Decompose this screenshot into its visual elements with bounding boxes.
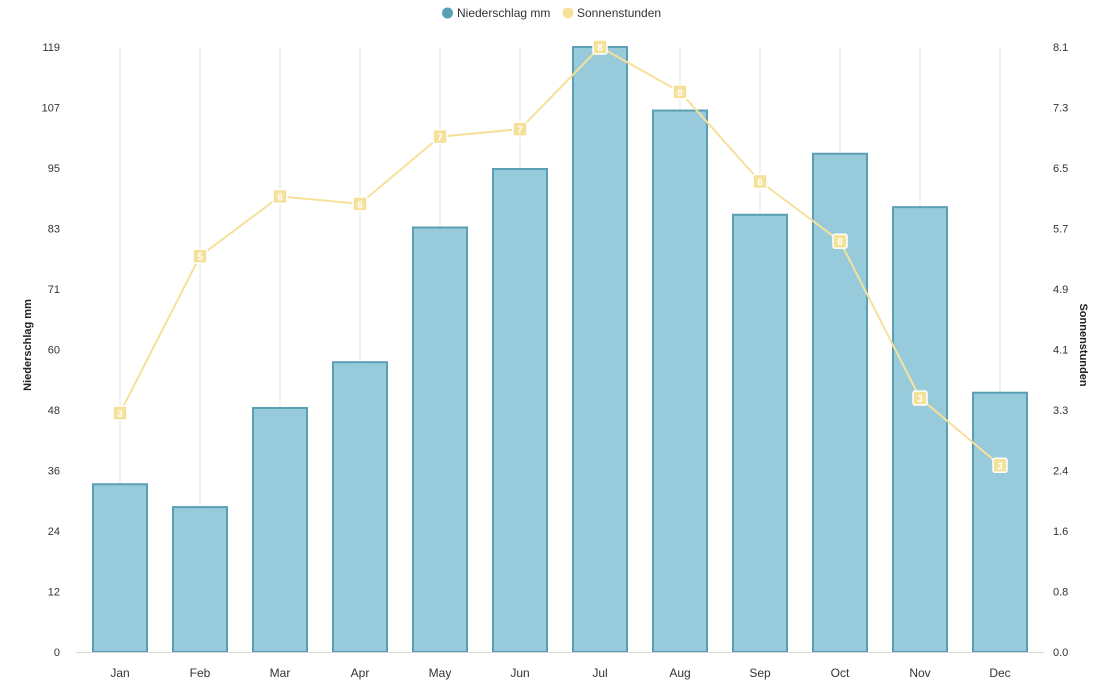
right-axis-title: Sonnenstunden [1077,303,1089,386]
right-tick-label: 5.7 [1053,224,1068,236]
point-marker[interactable] [512,121,528,137]
point-label: 7 [517,125,523,136]
right-tick-label: 2.4 [1053,466,1068,478]
point-marker[interactable] [672,84,688,100]
bar-oct[interactable] [812,152,868,653]
left-tick-label: 36 [48,466,60,478]
x-tick-label: Feb [190,666,211,680]
right-tick-label: 0.0 [1053,647,1068,659]
sonnenstunden-point[interactable]: 5 [192,248,208,264]
bar-feb[interactable] [172,506,228,653]
left-tick-label: 24 [48,526,60,538]
point-marker[interactable] [272,188,288,205]
x-tick-label: Mar [270,666,291,680]
sonnenstunden-point[interactable]: 6 [752,173,768,190]
point-marker[interactable] [592,39,608,55]
left-tick-label: 107 [42,103,60,115]
bar-sep[interactable] [732,213,788,653]
sonnenstunden-point[interactable]: 3 [992,457,1008,474]
sonnenstunden-point[interactable]: 6 [352,196,368,212]
right-tick-label: 1.6 [1053,526,1068,538]
left-tick-label: 12 [48,587,60,599]
bar-dec[interactable] [972,391,1028,653]
point-label: 8 [677,88,683,99]
x-tick-label: Jan [110,666,129,680]
point-marker[interactable] [352,196,368,212]
right-tick-label: 8.1 [1053,42,1068,54]
x-tick-label: Dec [989,666,1010,680]
legend-label-sonnenstunden[interactable]: Sonnenstunden [577,6,661,20]
point-marker[interactable] [192,248,208,264]
legend-swatch-niederschlag[interactable] [442,7,453,19]
point-marker[interactable] [432,128,448,145]
left-tick-label: 0 [54,647,60,659]
point-label: 3 [917,394,923,405]
left-tick-label: 83 [48,224,60,236]
point-marker[interactable] [912,390,928,406]
point-label: 8 [597,43,603,54]
x-tick-label: Aug [669,666,690,680]
left-tick-label: 60 [48,345,60,357]
point-label: 6 [757,177,763,188]
sonnenstunden-point[interactable]: 8 [592,39,608,55]
left-tick-label: 95 [48,163,60,175]
right-tick-label: 7.3 [1053,103,1068,115]
bar-apr[interactable] [332,361,388,653]
line-series: 3 5 6 6 7 7 8 8 6 6 3 3 [112,39,1008,474]
bar-jul[interactable] [572,46,628,653]
sonnenstunden-point[interactable]: 7 [432,128,448,145]
x-tick-label: Apr [351,666,370,680]
x-tick-label: Nov [909,666,930,680]
x-axis-ticks: Jan Feb Mar Apr May Jun Jul Aug Sep Oct Nov Dec [110,666,1010,680]
left-tick-label: 48 [48,405,60,417]
bar-jan[interactable] [92,483,148,653]
x-tick-label: Sep [749,666,771,680]
left-tick-label: 71 [48,284,60,296]
left-axis-title: Niederschlag mm [22,299,34,391]
point-label: 6 [837,237,843,248]
point-marker[interactable] [992,457,1008,474]
point-marker[interactable] [832,233,848,249]
legend[interactable]: Niederschlag mm Sonnenstunden [442,6,661,20]
point-label: 5 [197,252,203,263]
bar-series [92,46,1028,654]
point-label: 7 [437,133,443,144]
sonnenstunden-line [119,45,1001,467]
point-marker[interactable] [112,405,128,421]
right-tick-label: 4.1 [1053,345,1068,357]
sonnenstunden-point[interactable]: 6 [832,233,848,249]
sonnenstunden-point[interactable]: 7 [512,121,528,137]
bar-jun[interactable] [492,168,548,653]
point-marker[interactable] [752,173,768,190]
right-tick-label: 0.8 [1053,587,1068,599]
bar-nov[interactable] [892,206,948,653]
point-label: 6 [277,192,283,203]
left-tick-label: 119 [42,42,60,54]
right-tick-label: 4.9 [1053,284,1068,296]
x-tick-label: Oct [831,666,850,680]
point-label: 6 [357,200,363,211]
x-tick-label: Jul [592,666,607,680]
right-tick-label: 6.5 [1053,163,1068,175]
bar-mar[interactable] [252,406,308,654]
right-axis-ticks: 0.0 0.8 1.6 2.4 3.3 4.1 4.9 5.7 6.5 7.3 8.1 [1053,42,1068,659]
point-label: 3 [117,409,123,420]
sonnenstunden-point[interactable]: 8 [672,84,688,100]
legend-swatch-sonnenstunden[interactable] [562,7,574,19]
right-tick-label: 3.3 [1053,405,1068,417]
bar-aug[interactable] [652,109,708,654]
left-axis-ticks: 0 12 24 36 48 60 71 83 95 107 119 [42,42,60,659]
point-label: 3 [997,461,1003,472]
bar-may[interactable] [412,226,468,654]
x-tick-label: May [429,666,452,680]
sonnenstunden-point[interactable]: 6 [272,188,288,205]
x-tick-label: Jun [510,666,529,680]
sonnenstunden-point[interactable]: 3 [112,405,128,421]
legend-label-niederschlag[interactable]: Niederschlag mm [457,6,550,20]
sonnenstunden-point[interactable]: 3 [912,390,928,406]
